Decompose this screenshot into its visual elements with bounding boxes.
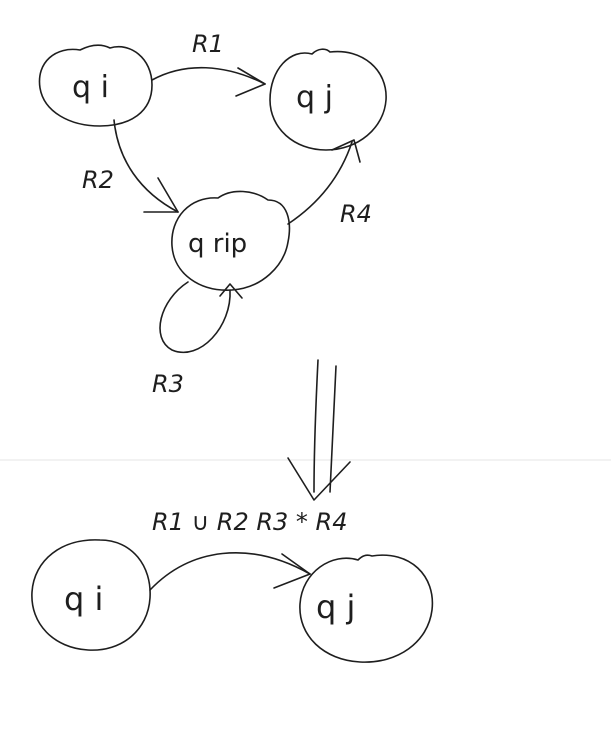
edge-qrip-qj: R4 <box>287 139 372 228</box>
state-qi: q i <box>38 44 153 127</box>
result-state-qj-label: q j <box>316 588 355 626</box>
edge-label-r3: R3 <box>152 370 184 398</box>
edge-label-r2: R2 <box>82 166 114 194</box>
state-qj-label: q j <box>296 80 333 115</box>
state-qrip-label: q rip <box>188 229 247 259</box>
result-edge-qi-qj: R1 ∪ R2 R3 * R4 <box>149 508 348 591</box>
top-diagram: q i q j q rip R1 R2 R3 <box>38 30 387 501</box>
result-state-qj: q j <box>299 554 434 663</box>
result-edge-label: R1 ∪ R2 R3 * R4 <box>152 508 348 536</box>
transform-arrow <box>287 359 351 501</box>
result-state-qi-label: q i <box>64 580 103 618</box>
state-qi-label: q i <box>72 70 109 105</box>
edge-qrip-loop: R3 <box>152 281 243 398</box>
result-state-qi: q i <box>31 539 151 651</box>
edge-label-r4: R4 <box>340 200 372 228</box>
edge-qi-qj: R1 <box>151 30 266 97</box>
state-qrip: q rip <box>171 190 291 291</box>
bottom-diagram: q i q j R1 ∪ R2 R3 * R4 <box>31 508 434 663</box>
edge-qi-qrip: R2 <box>82 119 179 213</box>
state-qj: q j <box>269 48 387 151</box>
edge-label-r1: R1 <box>192 30 224 58</box>
